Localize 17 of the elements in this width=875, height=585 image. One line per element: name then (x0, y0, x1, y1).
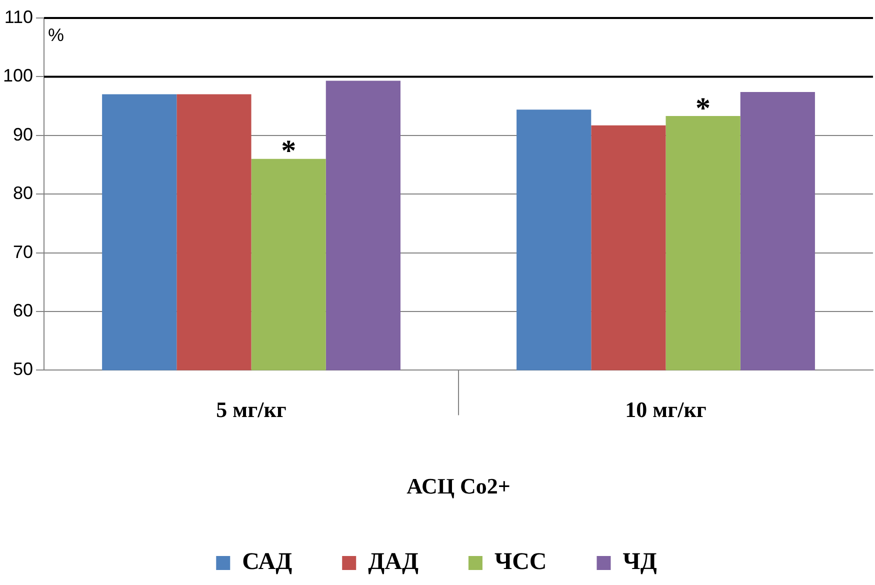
y-axis-title: % (48, 24, 64, 45)
y-tick-label: 60 (13, 300, 34, 320)
legend-label: ДАД (368, 549, 419, 576)
annotation: * (281, 134, 296, 168)
legend-label: ЧД (622, 549, 658, 576)
legend-label: САД (242, 549, 293, 576)
y-tick-label: 80 (13, 183, 34, 204)
x-tick-label: 10 мг/кг (625, 397, 706, 422)
x-axis-title: АСЦ Co2+ (406, 473, 510, 498)
y-tick-label: 50 (13, 359, 34, 380)
y-tick-label: 90 (13, 124, 34, 144)
x-tick-label: 5 мг/кг (216, 397, 286, 422)
legend-label: ЧСС (494, 549, 547, 576)
y-tick-label: 110 (4, 6, 34, 27)
y-tick-label: 70 (13, 242, 34, 262)
annotation: * (696, 92, 711, 125)
y-tick-label: 100 (2, 66, 34, 86)
